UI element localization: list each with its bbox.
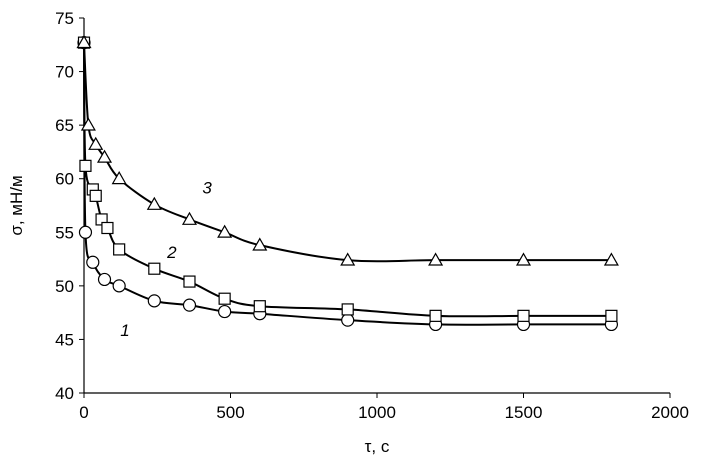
series-line	[83, 42, 612, 318]
y-tick-label: 50	[55, 277, 74, 296]
data-point-triangle	[217, 224, 233, 238]
data-point-triangle	[111, 171, 127, 185]
x-tick-label: 1500	[505, 403, 543, 422]
y-tick-label: 55	[55, 223, 74, 242]
data-point-triangle	[181, 211, 198, 225]
data-point-circle	[341, 313, 355, 327]
labels-layer: 1 2 3	[120, 179, 212, 341]
data-point-circle	[86, 255, 100, 269]
data-point-circle	[78, 225, 93, 239]
data-point-square	[113, 243, 126, 256]
data-point-circle	[218, 304, 232, 319]
series-2	[77, 36, 618, 322]
y-tick-label: 70	[55, 63, 74, 82]
data-point-triangle	[252, 237, 268, 251]
y-tick-label: 75	[55, 9, 74, 28]
data-point-triangle	[96, 149, 113, 163]
x-tick-label: 1000	[358, 403, 396, 422]
y-tick-label: 40	[55, 384, 74, 403]
data-point-square	[89, 189, 102, 202]
series-layer	[76, 34, 619, 332]
data-point-triangle	[340, 252, 356, 266]
data-point-square	[429, 309, 442, 322]
data-point-triangle	[428, 252, 444, 266]
curve-label-3: 3	[202, 179, 212, 198]
y-tick-label: 65	[55, 116, 74, 135]
curve-label-1: 1	[120, 321, 129, 340]
x-axis-title: τ, с	[365, 437, 390, 456]
data-point-square	[79, 159, 92, 172]
series-1	[77, 36, 619, 332]
data-point-square	[218, 292, 231, 305]
y-axis-title: σ, мН/м	[7, 175, 26, 235]
data-point-square	[148, 262, 161, 275]
data-point-circle	[182, 298, 197, 312]
data-point-square	[341, 303, 354, 316]
data-point-triangle	[80, 117, 96, 131]
x-tick-label: 2000	[651, 403, 689, 422]
data-point-square	[517, 309, 530, 322]
y-tick-label: 45	[55, 330, 74, 349]
data-point-square	[183, 275, 196, 288]
data-point-triangle	[603, 252, 619, 266]
data-point-square	[101, 221, 114, 235]
data-point-triangle	[146, 196, 162, 210]
data-point-square	[253, 300, 266, 313]
data-point-circle	[147, 294, 161, 308]
data-point-triangle	[515, 252, 532, 266]
data-point-triangle	[88, 136, 104, 150]
y-tick-label: 60	[55, 170, 74, 189]
curve-label-2: 2	[166, 243, 177, 262]
data-point-circle	[112, 279, 126, 293]
series-3	[76, 34, 619, 266]
axes: 40 45 50 55 60 65 70 75 0 500 1000 1500 2000	[55, 9, 689, 422]
data-point-circle	[97, 272, 112, 287]
x-tick-label: 500	[216, 403, 244, 422]
data-point-triangle	[76, 34, 92, 49]
series-line	[83, 42, 612, 326]
data-point-square	[605, 309, 618, 322]
x-tick-label: 0	[79, 403, 88, 422]
series-line	[83, 42, 612, 263]
